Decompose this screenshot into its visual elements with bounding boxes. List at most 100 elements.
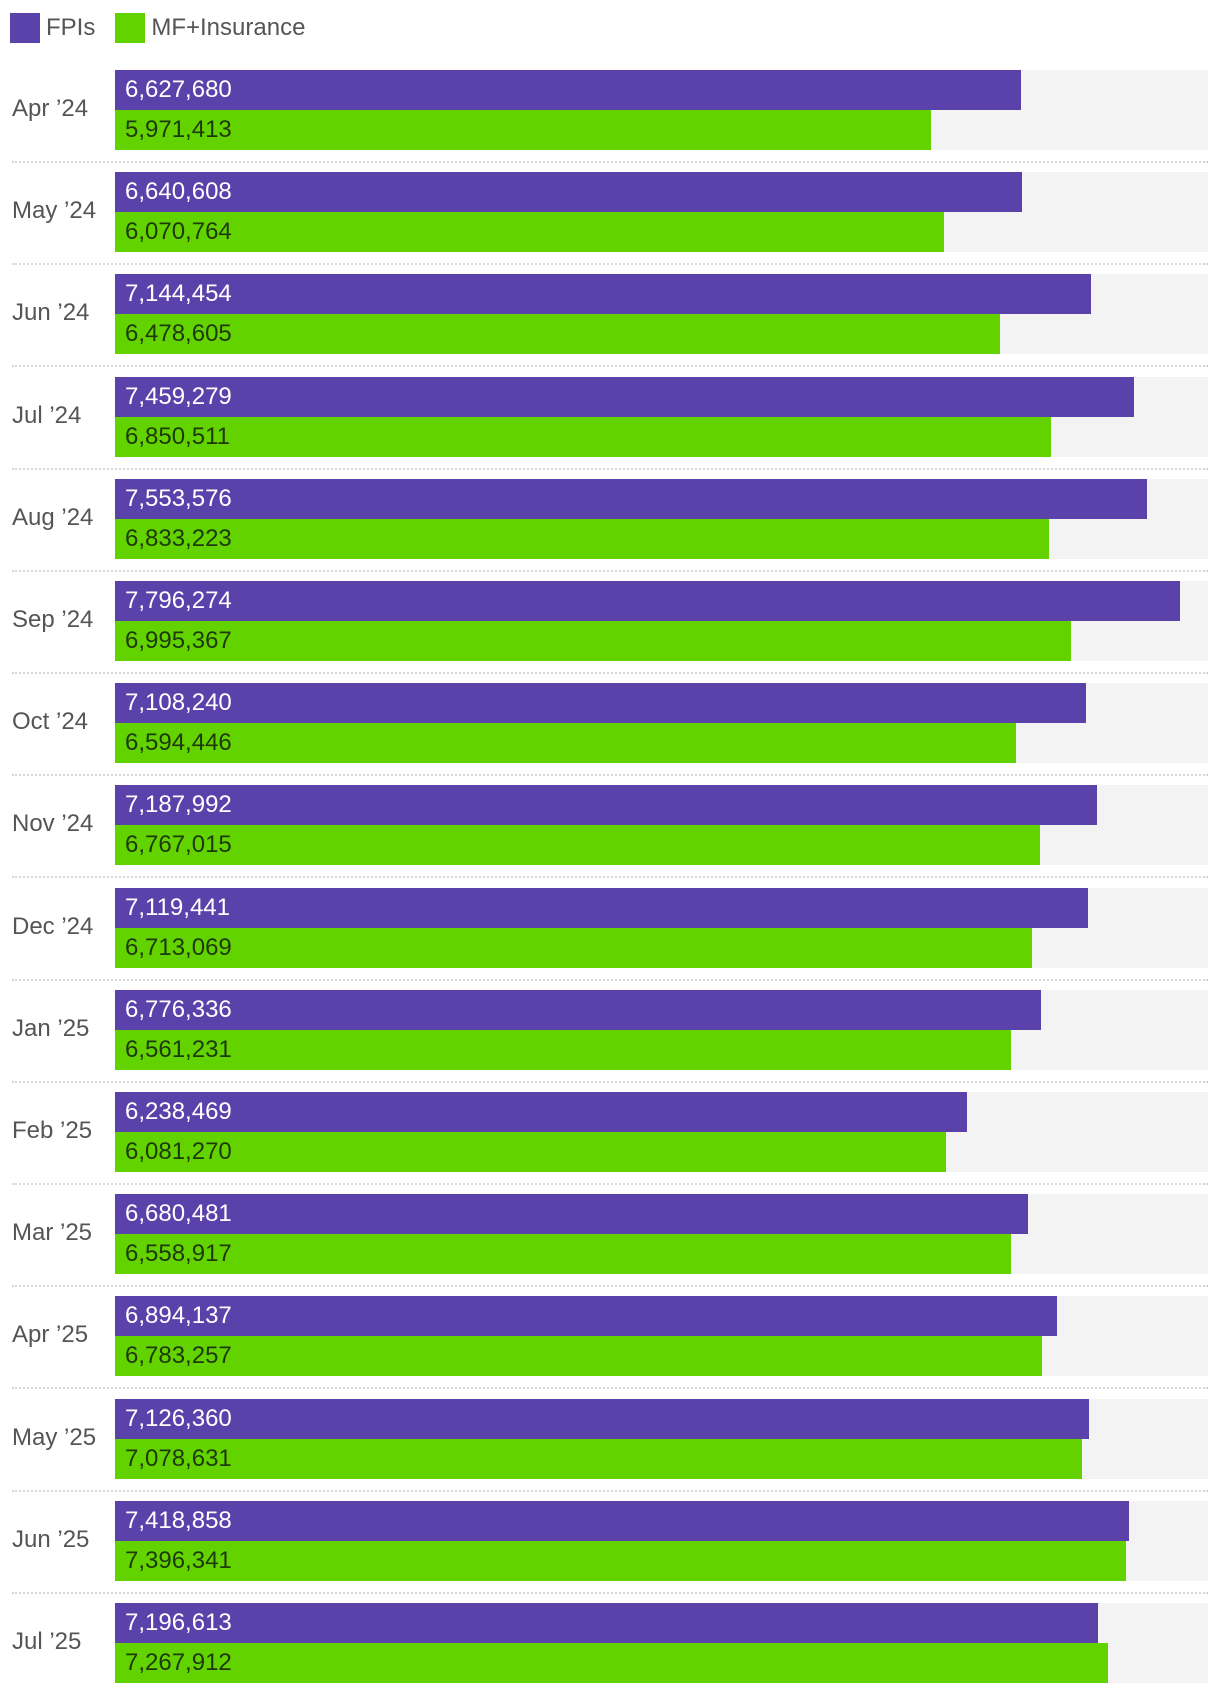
bar-fpis[interactable] [115, 1194, 1028, 1235]
category-label: Nov ’24 [12, 810, 94, 838]
category-label: Jan ’25 [12, 1014, 90, 1042]
bar-mf-insurance[interactable] [115, 1540, 1126, 1581]
bar-fpis[interactable] [115, 785, 1098, 826]
row-separator [12, 876, 1208, 879]
legend-swatch [115, 13, 146, 43]
data-label: 6,558,917 [125, 1240, 232, 1268]
data-label: 6,627,680 [125, 76, 232, 103]
data-label: 7,126,360 [125, 1404, 232, 1432]
category-label: May ’24 [12, 197, 97, 225]
data-label: 7,119,441 [125, 893, 230, 921]
category-label: Jul ’25 [12, 1628, 82, 1655]
data-label: 7,078,631 [125, 1444, 232, 1472]
bar-mf-insurance[interactable] [115, 518, 1049, 559]
legend-swatch [10, 13, 40, 43]
row-separator [12, 1183, 1208, 1185]
data-label: 7,396,341 [125, 1546, 232, 1574]
bar-fpis[interactable] [115, 1092, 968, 1132]
legend: FPIs MF+Insurance [10, 12, 325, 44]
bar-mf-insurance[interactable] [115, 825, 1040, 866]
category-label: Dec ’24 [12, 912, 94, 940]
data-label: 6,995,367 [125, 627, 232, 654]
bar-mf-insurance[interactable] [115, 416, 1051, 457]
row-separator [12, 672, 1208, 674]
bar-fpis[interactable] [115, 478, 1147, 519]
legend-label: MF+Insurance [151, 14, 306, 41]
category-label: Jul ’24 [12, 401, 82, 429]
legend-item-0[interactable]: FPIs [10, 13, 95, 43]
data-label: 5,971,413 [125, 116, 232, 143]
data-label: 7,459,279 [125, 382, 232, 410]
data-label: 7,144,454 [125, 280, 232, 308]
bar-mf-insurance[interactable] [115, 621, 1071, 661]
data-label: 7,267,912 [125, 1649, 232, 1676]
row-separator [12, 1387, 1208, 1390]
row-separator [12, 774, 1208, 777]
data-label: 7,553,576 [125, 484, 232, 512]
data-label: 6,561,231 [125, 1035, 232, 1063]
row-separator [12, 263, 1208, 266]
data-label: 6,081,270 [125, 1138, 232, 1165]
row-separator [12, 1489, 1208, 1492]
bar-mf-insurance[interactable] [115, 1132, 946, 1172]
bar-fpis[interactable] [115, 172, 1023, 213]
legend-item-1[interactable]: MF+Insurance [115, 13, 305, 43]
bar-fpis[interactable] [115, 1500, 1129, 1541]
data-label: 6,850,511 [125, 422, 230, 450]
data-label: 6,767,015 [125, 831, 232, 859]
row-separator [12, 1591, 1208, 1594]
bar-fpis[interactable] [115, 70, 1021, 110]
category-label: Apr ’25 [12, 1321, 89, 1349]
bar-fpis[interactable] [115, 1296, 1057, 1337]
bar-fpis[interactable] [115, 376, 1135, 417]
category-label: Sep ’24 [12, 606, 94, 633]
bar-fpis[interactable] [115, 989, 1041, 1030]
bar-mf-insurance[interactable] [115, 1438, 1083, 1479]
bar-fpis[interactable] [115, 274, 1092, 315]
category-label: Oct ’24 [12, 708, 89, 736]
data-label: 7,196,613 [125, 1609, 232, 1636]
bar-fpis[interactable] [115, 1603, 1099, 1643]
bar-mf-insurance[interactable] [115, 1336, 1042, 1377]
bar-fpis[interactable] [115, 581, 1181, 621]
row-separator [12, 467, 1208, 470]
row-separator [12, 1285, 1208, 1288]
bar-mf-insurance[interactable] [115, 314, 1001, 355]
row-separator [12, 161, 1208, 163]
legend-label: FPIs [46, 14, 96, 41]
category-label: Aug ’24 [12, 503, 94, 531]
bar-mf-insurance[interactable] [115, 110, 931, 150]
row-separator [12, 1080, 1208, 1083]
category-label: Mar ’25 [12, 1219, 93, 1247]
data-label: 7,187,992 [125, 791, 232, 819]
data-label: 7,418,858 [125, 1506, 232, 1534]
bar-fpis[interactable] [115, 887, 1088, 928]
data-label: 7,108,240 [125, 689, 232, 717]
bar-mf-insurance[interactable] [115, 927, 1033, 968]
bar-mf-insurance[interactable] [115, 723, 1016, 764]
data-label: 6,070,764 [125, 218, 232, 246]
row-separator [12, 365, 1208, 368]
data-label: 6,833,223 [125, 524, 232, 552]
data-label: 6,783,257 [125, 1342, 232, 1370]
data-label: 6,713,069 [125, 933, 232, 961]
category-label: Apr ’24 [12, 95, 89, 122]
bar-mf-insurance[interactable] [115, 212, 945, 253]
category-label: Jun ’24 [12, 299, 90, 327]
bar-fpis[interactable] [115, 683, 1087, 724]
category-label: Jun ’25 [12, 1525, 90, 1553]
data-label: 6,478,605 [125, 320, 232, 348]
bar-mf-insurance[interactable] [115, 1234, 1012, 1275]
data-label: 7,796,274 [125, 587, 232, 614]
data-label: 6,776,336 [125, 995, 232, 1023]
data-label: 6,640,608 [125, 178, 232, 206]
data-label: 6,594,446 [125, 729, 232, 757]
bar-mf-insurance[interactable] [115, 1643, 1108, 1683]
data-label: 6,680,481 [125, 1200, 232, 1228]
category-label: Feb ’25 [12, 1117, 93, 1144]
bar-mf-insurance[interactable] [115, 1029, 1012, 1070]
data-label: 6,238,469 [125, 1098, 232, 1125]
bar-fpis[interactable] [115, 1398, 1089, 1439]
category-label: May ’25 [12, 1423, 97, 1451]
